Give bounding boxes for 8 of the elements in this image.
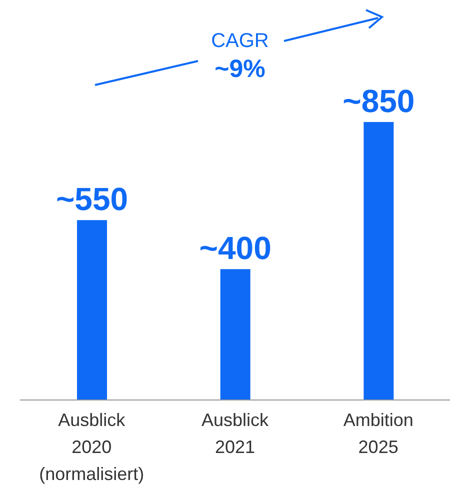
text: CAGR — [211, 30, 269, 52]
data-label: ~400 — [199, 230, 272, 266]
x-tick-label: Ausblick 2021 — [201, 410, 270, 457]
data-label: ~850 — [342, 83, 415, 119]
x-tick-label: Ausblick 2020 (normalisiert) — [39, 410, 144, 484]
x-tick-label: Ambition 2025 — [343, 410, 414, 457]
data-label: ~550 — [56, 181, 128, 218]
text: ~9% — [214, 55, 266, 83]
